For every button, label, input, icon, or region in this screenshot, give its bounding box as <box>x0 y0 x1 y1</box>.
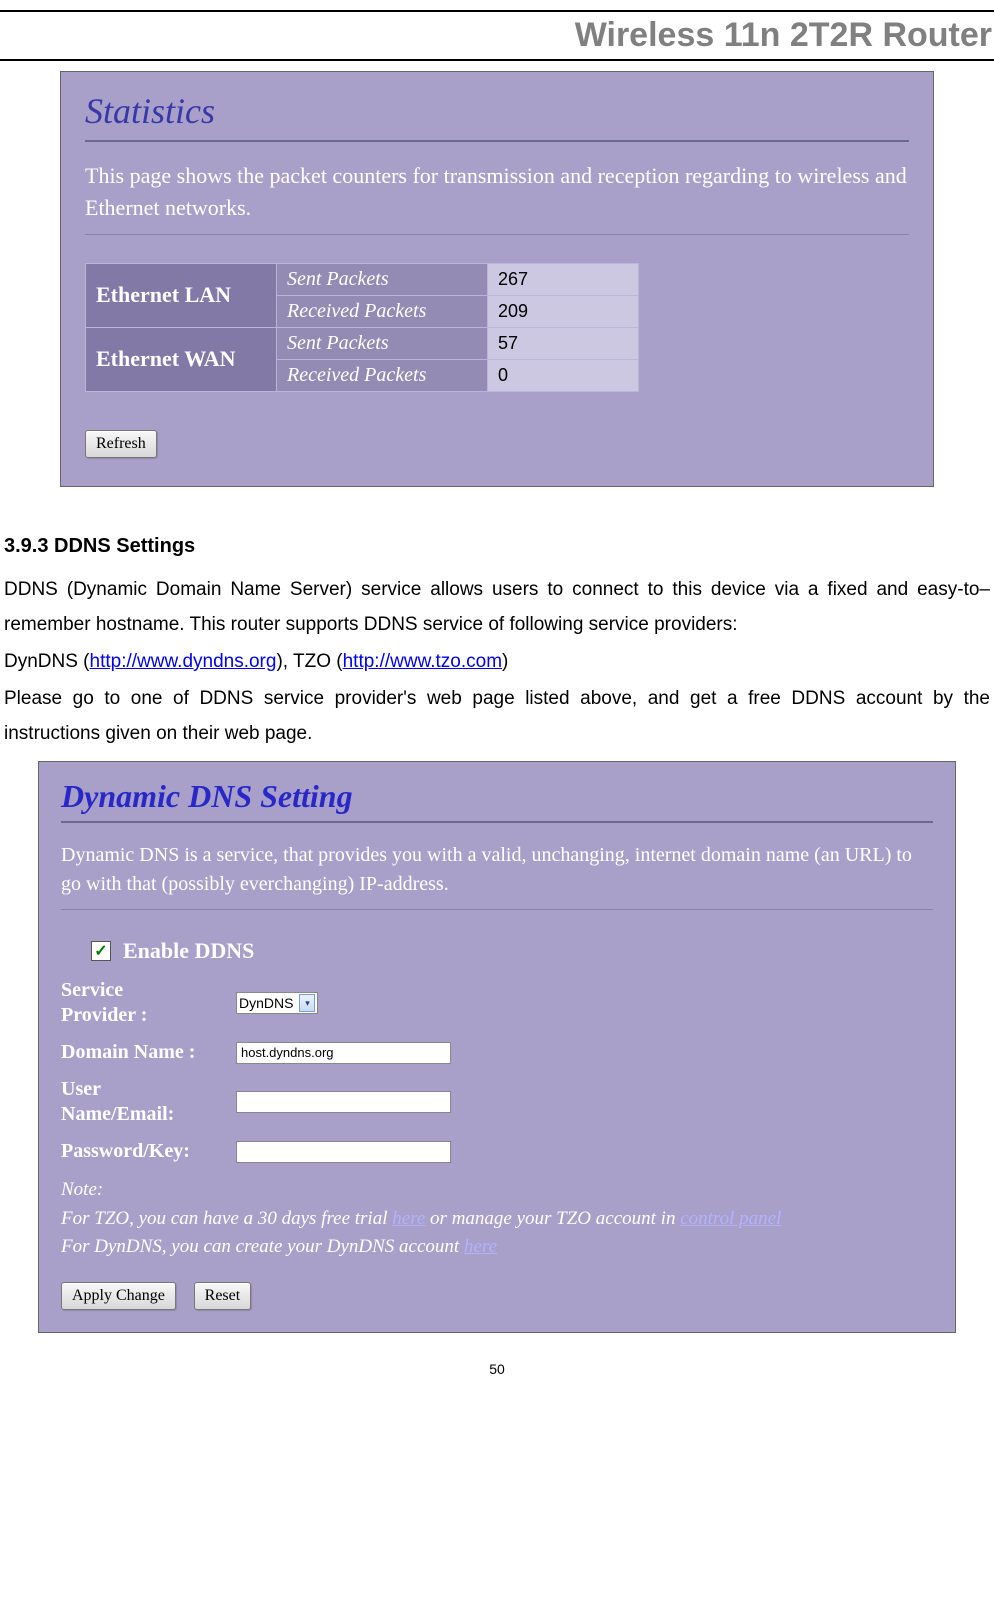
pass-input[interactable] <box>236 1141 451 1163</box>
value-lan-recv: 209 <box>488 295 639 327</box>
link-tzo-cp[interactable]: control panel <box>680 1208 781 1229</box>
note1-b: or manage your TZO account in <box>425 1208 680 1229</box>
reset-button[interactable]: Reset <box>194 1282 252 1310</box>
para2-c: ) <box>502 651 508 672</box>
pass-label: Password/Key: <box>61 1139 236 1164</box>
statistics-title: Statistics <box>85 90 909 132</box>
enable-ddns-label: Enable DDNS <box>123 938 254 964</box>
user-input[interactable] <box>236 1091 451 1113</box>
link-tzo-trial[interactable]: here <box>392 1208 425 1229</box>
section-eth-lan: Ethernet LAN <box>86 263 277 327</box>
label-sent: Sent Packets <box>277 263 488 295</box>
statistics-table: Ethernet LAN Sent Packets 267 Received P… <box>85 263 639 392</box>
note1-a: For TZO, you can have a 30 days free tri… <box>61 1208 392 1229</box>
doc-header: Wireless 11n 2T2R Router <box>0 12 994 59</box>
refresh-button[interactable]: Refresh <box>85 430 157 458</box>
note2-a: For DynDNS, you can create your DynDNS a… <box>61 1236 464 1257</box>
label-sent-wan: Sent Packets <box>277 327 488 359</box>
section-eth-wan: Ethernet WAN <box>86 327 277 391</box>
value-lan-sent: 267 <box>488 263 639 295</box>
ddns-panel: Dynamic DNS Setting Dynamic DNS is a ser… <box>38 761 956 1333</box>
enable-ddns-checkbox[interactable]: ✓ <box>91 941 111 961</box>
para-1: DDNS (Dynamic Domain Name Server) servic… <box>4 572 990 642</box>
link-dyndns[interactable]: http://www.dyndns.org <box>90 651 277 672</box>
note-label: Note: <box>61 1179 103 1200</box>
ddns-title: Dynamic DNS Setting <box>61 778 933 815</box>
value-wan-recv: 0 <box>488 359 639 391</box>
statistics-panel: Statistics This page shows the packet co… <box>60 71 934 487</box>
provider-value: DynDNS <box>239 995 293 1011</box>
provider-label: ServiceProvider : <box>61 978 236 1028</box>
label-recv: Received Packets <box>277 295 488 327</box>
link-tzo[interactable]: http://www.tzo.com <box>343 651 502 672</box>
domain-input[interactable] <box>236 1042 451 1064</box>
link-dyndns-create[interactable]: here <box>464 1236 497 1257</box>
statistics-desc: This page shows the packet counters for … <box>85 160 909 224</box>
page-number: 50 <box>0 1361 994 1377</box>
para2-a: DynDNS ( <box>4 651 90 672</box>
apply-button[interactable]: Apply Change <box>61 1282 176 1310</box>
user-label: UserName/Email: <box>61 1077 236 1127</box>
section-heading-393: 3.9.3 DDNS Settings <box>4 535 990 558</box>
value-wan-sent: 57 <box>488 327 639 359</box>
para-2: DynDNS (http://www.dyndns.org), TZO (htt… <box>4 644 990 679</box>
domain-label: Domain Name : <box>61 1040 236 1065</box>
ddns-desc: Dynamic DNS is a service, that provides … <box>61 841 933 899</box>
label-recv-wan: Received Packets <box>277 359 488 391</box>
para2-b: ), TZO ( <box>276 651 342 672</box>
chevron-down-icon: ▾ <box>299 994 315 1012</box>
para-3: Please go to one of DDNS service provide… <box>4 681 990 751</box>
provider-select[interactable]: DynDNS ▾ <box>236 992 318 1014</box>
